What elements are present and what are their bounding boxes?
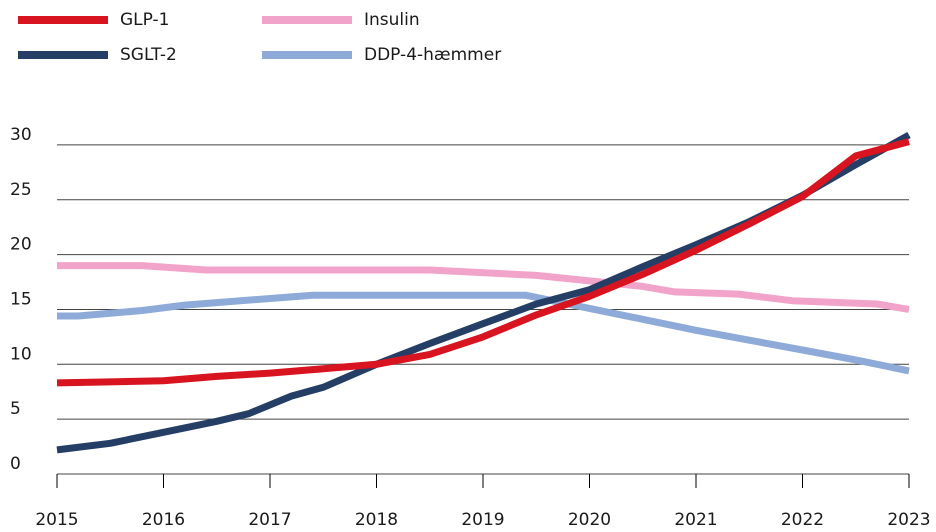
x-tick-label: 2015 bbox=[35, 510, 78, 530]
series-line bbox=[56, 138, 910, 387]
y-tick-label: 0 bbox=[10, 454, 21, 474]
y-tick-label: 15 bbox=[10, 289, 32, 309]
legend-label: DDP-4-hæmmer bbox=[364, 45, 501, 65]
legend-label: Insulin bbox=[364, 10, 420, 30]
legend-label: GLP-1 bbox=[120, 10, 169, 30]
y-tick-label: 25 bbox=[10, 180, 32, 200]
x-tick-label: 2018 bbox=[355, 510, 398, 530]
x-tick-label: 2021 bbox=[674, 510, 717, 530]
x-tick-label: 2017 bbox=[248, 510, 291, 530]
x-tick-label: 2023 bbox=[887, 510, 930, 530]
x-tick-label: 2020 bbox=[568, 510, 611, 530]
y-tick-label: 10 bbox=[10, 344, 32, 364]
y-tick-label: 30 bbox=[10, 125, 32, 145]
x-tick-label: 2022 bbox=[781, 510, 824, 530]
x-tick-label: 2016 bbox=[142, 510, 185, 530]
y-tick-label: 5 bbox=[10, 399, 21, 419]
y-tick-label: 20 bbox=[10, 235, 32, 255]
series-line bbox=[57, 291, 910, 375]
x-tick-label: 2019 bbox=[461, 510, 504, 530]
legend-label: SGLT-2 bbox=[120, 45, 177, 65]
